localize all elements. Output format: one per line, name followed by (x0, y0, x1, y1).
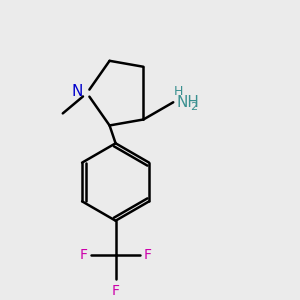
Text: NH: NH (177, 95, 200, 110)
Text: F: F (112, 284, 120, 298)
Text: F: F (143, 248, 152, 262)
Text: 2: 2 (190, 102, 197, 112)
Text: N: N (71, 84, 82, 99)
Text: F: F (80, 248, 88, 262)
Text: H: H (173, 85, 183, 98)
